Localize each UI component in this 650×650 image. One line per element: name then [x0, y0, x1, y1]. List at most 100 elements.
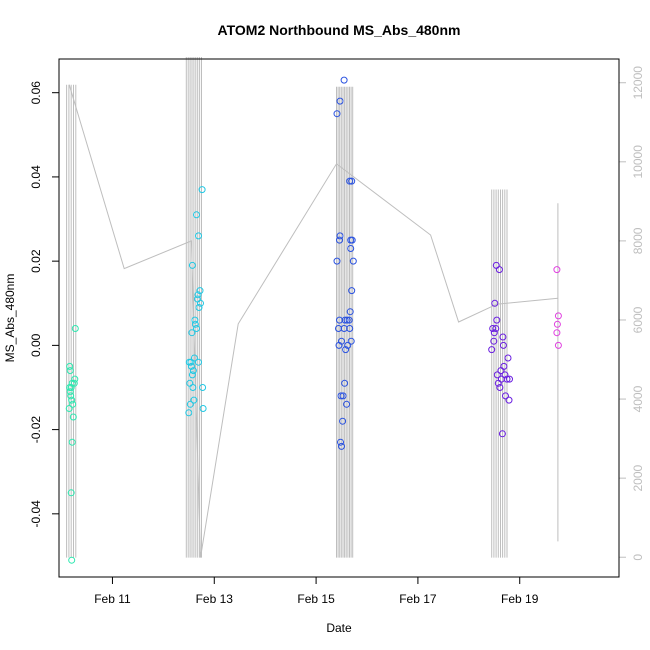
- point-s1-16: [66, 362, 74, 370]
- point-s4-12: [500, 362, 508, 370]
- y-tick-label-6: 0.06: [29, 81, 43, 105]
- point-s3-33: [340, 76, 348, 84]
- point-s5-5: [554, 341, 562, 349]
- point-s4-21: [499, 341, 507, 349]
- y2-tick-label-5: 8000: [631, 227, 645, 254]
- point-s3-29: [346, 177, 354, 185]
- y2-tick-label-2: 2000: [631, 464, 645, 491]
- point-s4-16: [490, 329, 498, 337]
- point-s3-10: [344, 341, 352, 349]
- point-s3-17: [343, 316, 351, 324]
- point-s3-22: [349, 257, 357, 265]
- point-s3-1: [338, 442, 345, 450]
- point-s1-2: [67, 489, 75, 497]
- point-s2-14: [190, 354, 198, 362]
- point-s1-6: [69, 400, 77, 408]
- point-s4-1: [498, 430, 506, 438]
- point-s3-16: [345, 316, 353, 324]
- point-s3-21: [348, 287, 356, 295]
- y-tick-label-5: 0.04: [29, 165, 43, 189]
- plot-frame: [58, 58, 620, 578]
- y2-tick-label-3: 4000: [631, 385, 645, 412]
- point-s3-5: [337, 392, 345, 400]
- point-s4-18: [492, 325, 500, 332]
- point-s4-8: [506, 375, 513, 383]
- point-s4-2: [505, 396, 513, 404]
- y2-tick-label-6: 10000: [631, 145, 645, 179]
- depth-connector-line: [68, 84, 558, 558]
- y2-tick-label-7: 12000: [631, 66, 645, 100]
- x-tick-label-2: Feb 13: [196, 592, 234, 606]
- y-tick-label-4: 0.02: [29, 249, 43, 273]
- y-tick-label-2: -0.02: [29, 416, 43, 444]
- point-s5-4: [553, 329, 561, 337]
- point-s2-6: [189, 384, 197, 391]
- y-tick-label-1: -0.04: [29, 500, 43, 528]
- point-s2-7: [199, 384, 207, 391]
- point-s2-1: [185, 409, 193, 417]
- point-s3-20: [346, 308, 354, 316]
- chart-title: ATOM2 Northbound MS_Abs_480nm: [218, 22, 461, 38]
- point-s3-32: [336, 97, 344, 105]
- x-axis-label: Date: [326, 621, 352, 635]
- x-tick-label-3: Feb 15: [297, 592, 335, 606]
- point-s1-8: [67, 392, 75, 400]
- point-s1-14: [71, 375, 79, 383]
- point-s3-3: [339, 417, 347, 425]
- point-s3-26: [336, 232, 344, 240]
- point-s1-7: [68, 396, 76, 404]
- point-s4-15: [490, 337, 498, 345]
- point-s4-24: [495, 266, 503, 274]
- y-tick-label-3: 0.00: [29, 333, 43, 357]
- point-s1-9: [66, 388, 74, 396]
- point-s2-13: [195, 358, 202, 366]
- point-s4-13: [504, 354, 512, 362]
- point-s2-23: [196, 287, 204, 295]
- point-s2-27: [198, 186, 206, 194]
- point-s4-14: [488, 346, 496, 354]
- point-s5-3: [553, 320, 561, 328]
- point-s3-25: [336, 236, 343, 244]
- point-s4-22: [491, 299, 499, 307]
- point-s3-12: [347, 337, 355, 345]
- point-s2-22: [194, 291, 202, 299]
- point-s2-4: [190, 396, 198, 404]
- point-s2-26: [193, 211, 200, 219]
- point-s3-19: [341, 316, 349, 324]
- point-s3-15: [346, 325, 354, 332]
- point-s4-4: [496, 384, 504, 391]
- y2-tick-label-4: 6000: [631, 306, 645, 333]
- point-s3-30: [348, 177, 356, 185]
- point-s4-3: [502, 392, 509, 400]
- point-s4-19: [499, 333, 507, 341]
- x-tick-label-1: Feb 11: [94, 592, 131, 606]
- point-s4-9: [493, 371, 501, 379]
- point-s1-17: [71, 325, 79, 332]
- point-s2-18: [191, 316, 199, 324]
- point-s3-24: [333, 257, 341, 265]
- point-s2-12: [187, 358, 195, 366]
- point-s4-20: [493, 316, 501, 324]
- point-s3-28: [348, 236, 356, 244]
- point-s3-6: [339, 392, 347, 400]
- point-s1-5: [65, 405, 73, 412]
- point-s2-15: [188, 329, 196, 337]
- point-s3-7: [341, 379, 349, 387]
- point-s1-4: [69, 413, 77, 421]
- point-s2-21: [194, 295, 201, 303]
- point-s3-23: [347, 245, 355, 252]
- point-s4-7: [503, 375, 511, 383]
- y2-tick-label-1: 0: [631, 554, 645, 561]
- point-s3-31: [333, 110, 341, 118]
- point-s1-12: [70, 379, 78, 387]
- point-s5-1: [553, 266, 561, 274]
- point-s3-11: [342, 346, 350, 354]
- point-s2-16: [193, 325, 200, 332]
- depth-cast-2: [185, 57, 202, 558]
- point-s2-8: [188, 371, 196, 379]
- point-s2-9: [189, 367, 197, 375]
- point-s4-17: [489, 325, 497, 332]
- point-s2-2: [186, 400, 194, 408]
